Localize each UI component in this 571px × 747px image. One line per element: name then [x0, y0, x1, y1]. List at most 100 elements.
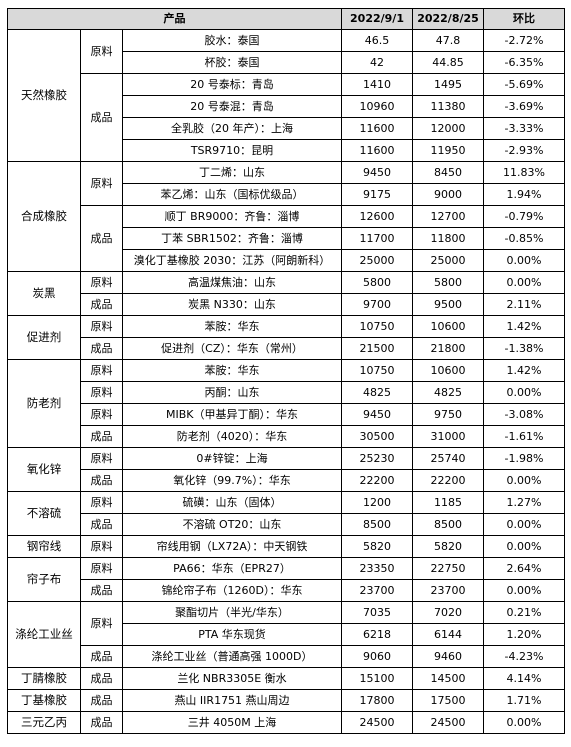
- change-cell: -1.61%: [483, 425, 565, 448]
- product-name-cell: 氧化锌（99.7%）：华东: [122, 469, 342, 492]
- table-row: 成品 不溶硫 OT20：山东 8500 8500 0.00%: [8, 513, 565, 536]
- change-cell: -2.72%: [483, 29, 565, 52]
- price-current-cell: 1410: [341, 73, 413, 96]
- table-row: 成品 炭黑 N330：山东 9700 9500 2.11%: [8, 293, 565, 316]
- product-name-cell: 顺丁 BR9000：齐鲁：淄博: [122, 205, 342, 228]
- price-current-cell: 11700: [341, 227, 413, 250]
- product-name-cell: 燕山 IIR1751 燕山周边: [122, 689, 342, 712]
- price-previous-cell: 31000: [412, 425, 484, 448]
- price-current-cell: 1200: [341, 491, 413, 514]
- price-current-cell: 6218: [341, 623, 413, 646]
- product-name-cell: 防老剂（4020）：华东: [122, 425, 342, 448]
- table-row: 成品 氧化锌（99.7%）：华东 22200 22200 0.00%: [8, 469, 565, 492]
- category-cell: 帘子布: [7, 557, 81, 602]
- price-previous-cell: 25000: [412, 249, 484, 272]
- product-name-cell: 胶水：泰国: [122, 29, 342, 52]
- price-current-cell: 25230: [341, 447, 413, 470]
- table-row: 成品 涤纶工业丝（普通高强 1000D） 9060 9460 -4.23%: [8, 645, 565, 668]
- material-type-cell: 原料: [80, 271, 123, 294]
- table-row: 杯胶：泰国 42 44.85 -6.35%: [8, 51, 565, 74]
- price-current-cell: 9450: [341, 403, 413, 426]
- change-cell: 0.00%: [483, 711, 565, 734]
- change-cell: 0.21%: [483, 601, 565, 624]
- product-name-cell: 丁苯 SBR1502：齐鲁：淄博: [122, 227, 342, 250]
- product-name-cell: 0#锌锭：上海: [122, 447, 342, 470]
- category-cell: 不溶硫: [7, 491, 81, 536]
- product-name-cell: 高温煤焦油：山东: [122, 271, 342, 294]
- price-current-cell: 22200: [341, 469, 413, 492]
- material-type-cell: 成品: [80, 293, 123, 316]
- material-type-cell: 原料: [80, 315, 123, 338]
- table-row: 防老剂 原料 苯胺：华东 10750 10600 1.42%: [7, 359, 565, 448]
- price-previous-cell: 1495: [412, 73, 484, 96]
- price-current-cell: 9175: [341, 183, 413, 206]
- product-name-cell: 帘线用钢（LX72A）：中天钢铁: [122, 535, 342, 558]
- price-current-cell: 10750: [341, 359, 413, 382]
- product-name-cell: 20 号泰标：青岛: [122, 73, 342, 96]
- material-type-cell: 原料: [80, 29, 123, 74]
- product-name-cell: 苯乙烯：山东（国标优级品）: [122, 183, 342, 206]
- product-name-cell: 兰化 NBR3305E 衡水: [122, 667, 342, 690]
- price-previous-cell: 8450: [412, 161, 484, 184]
- material-type-cell: 成品: [80, 711, 123, 734]
- price-previous-cell: 4825: [412, 381, 484, 404]
- price-current-cell: 17800: [341, 689, 413, 712]
- change-cell: 1.71%: [483, 689, 565, 712]
- table-row: 促进剂 原料 苯胺：华东 10750 10600 1.42%: [7, 315, 565, 360]
- price-previous-cell: 11380: [412, 95, 484, 118]
- material-type-cell: 成品: [80, 667, 123, 690]
- category-cell: 钢帘线: [7, 535, 81, 558]
- price-previous-cell: 24500: [412, 711, 484, 734]
- material-type-cell: 原料: [80, 359, 123, 382]
- price-current-cell: 24500: [341, 711, 413, 734]
- price-current-cell: 15100: [341, 667, 413, 690]
- change-cell: 1.42%: [483, 315, 565, 338]
- header-date-previous: 2022/8/25: [412, 8, 484, 30]
- material-type-cell: 成品: [80, 513, 123, 536]
- price-previous-cell: 9000: [412, 183, 484, 206]
- table-row: 炭黑 原料 高温煤焦油：山东 5800 5800 0.00%: [7, 271, 565, 316]
- material-type-cell: 成品: [80, 337, 123, 360]
- change-cell: -3.08%: [483, 403, 565, 426]
- product-name-cell: 杯胶：泰国: [122, 51, 342, 74]
- table-row: 钢帘线 原料 帘线用钢（LX72A）：中天钢铁 5820 5820 0.00%: [7, 535, 565, 558]
- table-row: 成品 锦纶帘子布（1260D）：华东 23700 23700 0.00%: [8, 579, 565, 602]
- product-name-cell: PA66：华东（EPR27）: [122, 557, 342, 580]
- material-type-cell: 原料: [80, 161, 123, 206]
- price-current-cell: 9700: [341, 293, 413, 316]
- category-cell: 合成橡胶: [7, 161, 81, 272]
- price-table-container: 产品 2022/9/1 2022/8/25 环比 天然橡胶 原料 胶水：泰国 46.5…: [7, 8, 565, 734]
- change-cell: -0.79%: [483, 205, 565, 228]
- price-previous-cell: 10600: [412, 359, 484, 382]
- product-name-cell: 三井 4050M 上海: [122, 711, 342, 734]
- table-row: 合成橡胶 原料 丁二烯：山东 9450 8450 11.83%: [7, 161, 565, 272]
- price-previous-cell: 11950: [412, 139, 484, 162]
- table-row: 氧化锌 原料 0#锌锭：上海 25230 25740 -1.98%: [7, 447, 565, 492]
- change-cell: -2.93%: [483, 139, 565, 162]
- price-previous-cell: 1185: [412, 491, 484, 514]
- price-previous-cell: 23700: [412, 579, 484, 602]
- change-cell: 1.20%: [483, 623, 565, 646]
- price-previous-cell: 9460: [412, 645, 484, 668]
- change-cell: 2.11%: [483, 293, 565, 316]
- price-table: 产品 2022/9/1 2022/8/25 环比 天然橡胶 原料 胶水：泰国 46.5…: [7, 8, 565, 734]
- category-cell: 丁基橡胶: [7, 689, 81, 712]
- price-current-cell: 42: [341, 51, 413, 74]
- price-previous-cell: 14500: [412, 667, 484, 690]
- price-current-cell: 12600: [341, 205, 413, 228]
- product-name-cell: 丁二烯：山东: [122, 161, 342, 184]
- price-current-cell: 25000: [341, 249, 413, 272]
- category-cell: 天然橡胶: [7, 29, 81, 162]
- price-current-cell: 10960: [341, 95, 413, 118]
- change-cell: -4.23%: [483, 645, 565, 668]
- material-type-cell: 原料: [80, 557, 123, 580]
- change-cell: -3.69%: [483, 95, 565, 118]
- table-row: 不溶硫 原料 硫磺：山东（固体） 1200 1185 1.27%: [7, 491, 565, 536]
- product-name-cell: TSR9710：昆明: [122, 139, 342, 162]
- category-cell: 三元乙丙: [7, 711, 81, 734]
- table-row: TSR9710：昆明 11600 11950 -2.93%: [8, 139, 565, 162]
- header-row: 产品 2022/9/1 2022/8/25 环比: [7, 8, 565, 30]
- price-previous-cell: 25740: [412, 447, 484, 470]
- product-name-cell: 丙酮：山东: [122, 381, 342, 404]
- change-cell: -1.98%: [483, 447, 565, 470]
